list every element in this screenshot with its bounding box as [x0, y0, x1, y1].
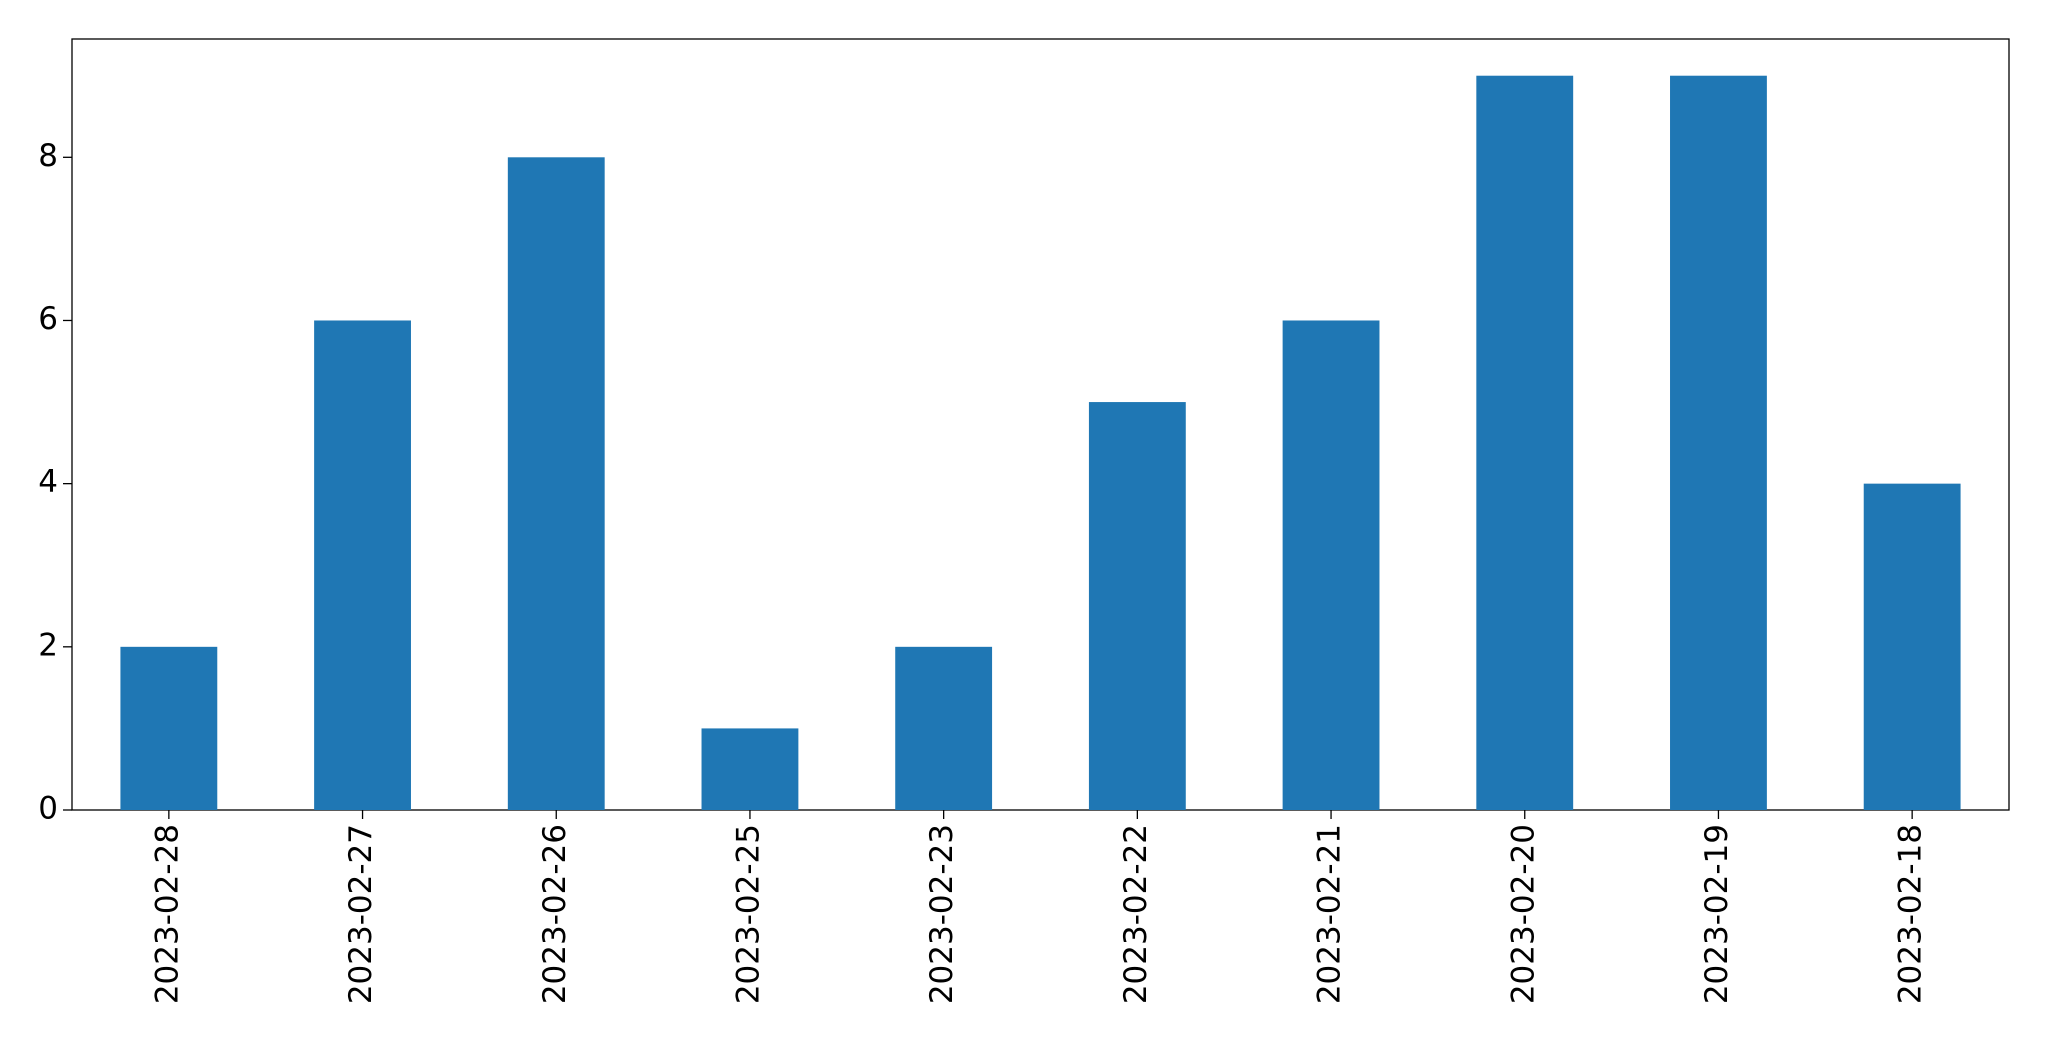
bar: [1863, 483, 1961, 810]
y-tick-label: 6: [38, 301, 58, 337]
bar: [895, 646, 993, 810]
x-tick-label: 2023-02-28: [149, 824, 185, 1004]
x-tick-label: 2023-02-21: [1312, 824, 1348, 1004]
bar: [507, 157, 605, 811]
bar: [701, 728, 799, 810]
bar: [1476, 75, 1574, 810]
y-tick-label: 8: [38, 138, 58, 174]
x-tick-label: 2023-02-26: [537, 824, 573, 1004]
x-tick-label: 2023-02-20: [1505, 824, 1541, 1004]
y-tick-label: 4: [38, 464, 58, 500]
bar: [120, 646, 218, 810]
x-tick-label: 2023-02-25: [730, 824, 766, 1004]
x-tick-label: 2023-02-18: [1893, 824, 1929, 1004]
y-tick-label: 0: [38, 791, 58, 827]
y-tick-label: 2: [38, 627, 58, 663]
x-tick-label: 2023-02-22: [1118, 824, 1154, 1004]
bar: [1670, 75, 1767, 810]
bar: [1088, 402, 1186, 810]
x-tick-label: 2023-02-19: [1699, 824, 1735, 1004]
axes-frame: [71, 38, 2010, 811]
x-tick-label: 2023-02-27: [343, 824, 379, 1004]
bar: [1282, 320, 1380, 810]
x-tick-label: 2023-02-23: [924, 824, 960, 1004]
bar: [314, 320, 411, 810]
